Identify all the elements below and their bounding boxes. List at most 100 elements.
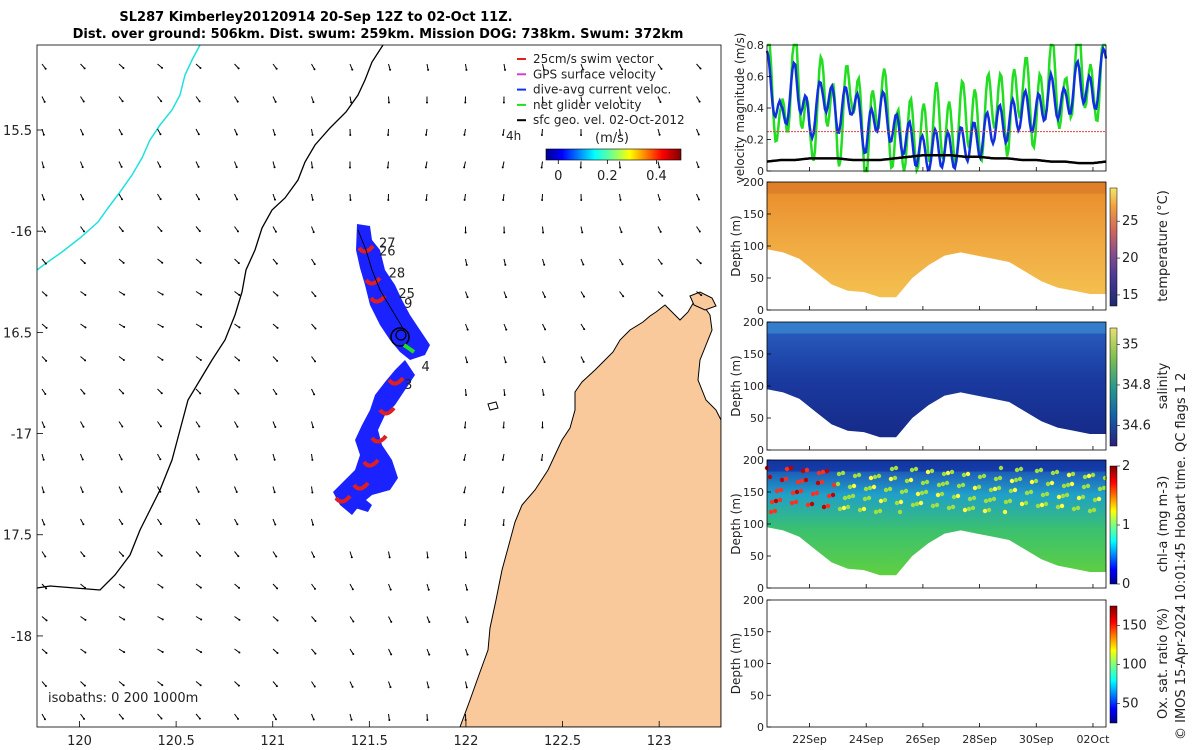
- velocity-arrow-head: [42, 133, 45, 136]
- velocity-arrow-head: [160, 392, 163, 395]
- velocity-arrow: [195, 226, 201, 232]
- velocity-arrow-head: [235, 133, 238, 136]
- section-field: [767, 182, 1106, 298]
- velocity-arrow: [272, 583, 278, 589]
- velocity-arrow-head: [697, 133, 700, 136]
- velocity-arrow-head: [120, 490, 123, 493]
- chl-sample: [967, 496, 973, 502]
- velocity-arrow-head: [83, 684, 86, 687]
- colorbar-tick-label: 100: [1122, 658, 1147, 673]
- day-label: 28: [389, 267, 406, 282]
- chl-sample: [831, 482, 837, 488]
- chl-sample: [992, 486, 998, 492]
- velocity-arrow-head: [81, 166, 84, 169]
- chl-sample: [1049, 480, 1055, 486]
- panel-colorbar: [1109, 465, 1118, 585]
- velocity-arrow-head: [82, 198, 85, 201]
- chl-sample: [788, 465, 794, 471]
- chl-sample: [1013, 477, 1019, 483]
- map-frame: [36, 44, 722, 728]
- velocity-arrow-head: [122, 261, 125, 264]
- velocity-arrow-head: [44, 555, 47, 558]
- chl-sample: [1086, 473, 1092, 479]
- map-colorbar-tick-label: 0.2: [597, 169, 618, 184]
- chl-sample: [919, 490, 925, 496]
- chl-sample: [1017, 476, 1023, 482]
- velocity-arrow: [272, 96, 277, 103]
- velocity-arrow-head: [45, 652, 48, 655]
- velocity-arrow-head: [465, 263, 468, 266]
- chl-sample: [986, 507, 992, 513]
- chl-sample: [769, 499, 775, 505]
- colorbar-label: Ox. sat. ratio (%): [1156, 608, 1171, 719]
- chl-sample: [993, 476, 999, 482]
- velocity-arrow-head: [121, 425, 124, 428]
- y-tick-label: 0: [757, 721, 764, 734]
- velocity-arrow-head: [123, 326, 126, 329]
- velocity-arrow: [195, 453, 200, 460]
- colorbar-tick-label: 35: [1122, 337, 1139, 352]
- y-tick-label: 150: [743, 486, 764, 499]
- y-axis-label: Depth (m): [729, 355, 743, 416]
- x-date-label: 02Oct: [1076, 733, 1110, 746]
- velocity-arrow-head: [352, 653, 355, 656]
- chl-sample: [814, 490, 820, 496]
- series-line: [766, 154, 1107, 165]
- velocity-arrow-head: [424, 166, 427, 169]
- velocity-arrow-head: [83, 67, 86, 70]
- chl-sample: [856, 472, 862, 478]
- velocity-arrow: [425, 128, 428, 136]
- velocity-arrow: [580, 291, 585, 297]
- panel-background: [767, 600, 1106, 727]
- chl-sample: [799, 478, 805, 484]
- chl-sample: [784, 466, 790, 472]
- chl-sample: [918, 500, 924, 506]
- velocity-arrow: [465, 648, 469, 655]
- chl-sample: [851, 483, 857, 489]
- chl-sample: [972, 485, 978, 491]
- velocity-arrow-head: [200, 293, 203, 296]
- velocity-arrow-head: [45, 359, 48, 362]
- y-tick-label: 50: [750, 272, 764, 285]
- y-tick-label: 0: [757, 444, 764, 457]
- y-tick-label: 0.2: [747, 134, 765, 147]
- chl-sample: [892, 475, 898, 481]
- velocity-arrow-head: [425, 133, 428, 136]
- velocity-arrow-head: [541, 198, 544, 201]
- velocity-arrow-head: [540, 458, 543, 461]
- chl-sample: [897, 509, 903, 515]
- velocity-arrow-head: [273, 133, 276, 136]
- x-date-label: 26Sep: [906, 733, 941, 746]
- chl-sample: [809, 501, 815, 507]
- velocity-arrow-head: [238, 651, 241, 654]
- velocity-arrow-head: [583, 295, 586, 298]
- chl-sample: [772, 508, 778, 514]
- y-tick-label: 100: [743, 658, 764, 671]
- track-line: [357, 229, 405, 331]
- map-colorbar-ticks: 0 0.2 0.4: [554, 160, 667, 184]
- velocity-arrow-head: [314, 295, 317, 298]
- chl-sample: [888, 476, 894, 482]
- velocity-arrow-head: [660, 67, 663, 70]
- velocity-arrow-head: [197, 165, 200, 168]
- velocity-arrow: [465, 583, 468, 590]
- chl-sample: [909, 467, 915, 473]
- velocity-arrow: [41, 421, 45, 428]
- y-tick-label: 50: [750, 550, 764, 563]
- velocity-arrow: [465, 388, 467, 396]
- velocity-arrow: [580, 356, 585, 363]
- velocity-arrow-head: [276, 619, 279, 622]
- y-tick-label: 50: [750, 412, 764, 425]
- velocity-arrow-field: [41, 63, 703, 721]
- velocity-arrow-head: [82, 523, 85, 526]
- chl-sample: [795, 479, 801, 485]
- velocity-arrow-head: [276, 587, 279, 590]
- velocity-arrow-head: [200, 651, 203, 654]
- chl-sample: [1045, 481, 1051, 487]
- velocity-arrow-head: [276, 294, 279, 297]
- chl-sample: [861, 506, 867, 512]
- velocity-arrow-head: [658, 166, 661, 169]
- chl-sample: [842, 495, 848, 501]
- velocity-arrow-head: [541, 101, 544, 104]
